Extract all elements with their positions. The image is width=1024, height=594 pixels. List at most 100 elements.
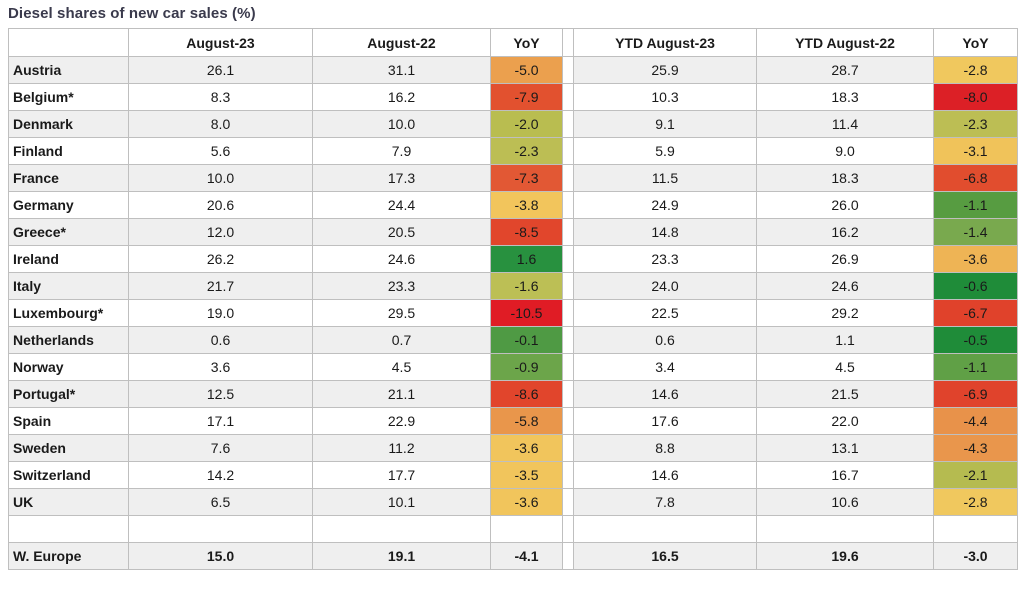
yoy-ytd-cell: -6.7: [933, 299, 1018, 327]
ytd-august-22-cell: [756, 515, 934, 543]
ytd-august-22-cell: 24.6: [756, 272, 934, 300]
ytd-august-23-cell: 24.0: [573, 272, 757, 300]
country-cell: Luxembourg*: [8, 299, 129, 327]
header-ytd-august-23: YTD August-23: [573, 28, 757, 57]
yoy-month-cell: -2.0: [490, 110, 563, 138]
country-cell: Norway: [8, 353, 129, 381]
august-22-cell: 17.3: [312, 164, 491, 192]
ytd-august-23-cell: 9.1: [573, 110, 757, 138]
ytd-august-22-cell: 4.5: [756, 353, 934, 381]
table-row: Germany 20.6 24.4 -3.8 24.9 26.0 -1.1: [8, 191, 1018, 219]
spacer-cell: [562, 83, 574, 111]
august-22-cell: 24.4: [312, 191, 491, 219]
august-22-cell: 7.9: [312, 137, 491, 165]
yoy-ytd-cell: -8.0: [933, 83, 1018, 111]
august-22-cell: 11.2: [312, 434, 491, 462]
august-22-cell: 16.2: [312, 83, 491, 111]
table-row: Austria 26.1 31.1 -5.0 25.9 28.7 -2.8: [8, 56, 1018, 84]
ytd-august-23-cell: [573, 515, 757, 543]
country-cell: Netherlands: [8, 326, 129, 354]
ytd-august-22-cell: 26.0: [756, 191, 934, 219]
yoy-ytd-cell: -2.3: [933, 110, 1018, 138]
page-title: Diesel shares of new car sales (%): [8, 5, 256, 22]
august-23-cell: 0.6: [128, 326, 313, 354]
country-cell: UK: [8, 488, 129, 516]
spacer-cell: [562, 164, 574, 192]
august-23-cell: 7.6: [128, 434, 313, 462]
table-row: Switzerland 14.2 17.7 -3.5 14.6 16.7 -2.1: [8, 461, 1018, 489]
yoy-month-cell: -8.5: [490, 218, 563, 246]
august-22-cell: 0.7: [312, 326, 491, 354]
august-22-cell: 4.5: [312, 353, 491, 381]
ytd-august-22-cell: 26.9: [756, 245, 934, 273]
country-cell: France: [8, 164, 129, 192]
table-row: Norway 3.6 4.5 -0.9 3.4 4.5 -1.1: [8, 353, 1018, 381]
table-row: UK 6.5 10.1 -3.6 7.8 10.6 -2.8: [8, 488, 1018, 516]
table-row: Belgium* 8.3 16.2 -7.9 10.3 18.3 -8.0: [8, 83, 1018, 111]
august-23-cell: 5.6: [128, 137, 313, 165]
august-22-cell: [312, 515, 491, 543]
spacer-cell: [562, 515, 574, 543]
table-row: Netherlands 0.6 0.7 -0.1 0.6 1.1 -0.5: [8, 326, 1018, 354]
yoy-month-cell: -10.5: [490, 299, 563, 327]
august-23-cell: 8.0: [128, 110, 313, 138]
august-23-cell: 12.5: [128, 380, 313, 408]
ytd-august-23-cell: 24.9: [573, 191, 757, 219]
ytd-august-23-cell: 17.6: [573, 407, 757, 435]
country-cell: Austria: [8, 56, 129, 84]
yoy-month-cell: -1.6: [490, 272, 563, 300]
ytd-august-23-cell: 10.3: [573, 83, 757, 111]
header-row: August-23 August-22 YoY YTD August-23 YT…: [8, 28, 1018, 57]
ytd-august-22-cell: 13.1: [756, 434, 934, 462]
table-row: Greece* 12.0 20.5 -8.5 14.8 16.2 -1.4: [8, 218, 1018, 246]
spacer-cell: [562, 272, 574, 300]
yoy-ytd-cell: -3.6: [933, 245, 1018, 273]
ytd-august-23-cell: 14.6: [573, 380, 757, 408]
august-23-cell: 3.6: [128, 353, 313, 381]
spacer-cell: [562, 461, 574, 489]
august-23-cell: 6.5: [128, 488, 313, 516]
ytd-august-23-cell: 5.9: [573, 137, 757, 165]
country-cell: Spain: [8, 407, 129, 435]
yoy-ytd-cell: -4.4: [933, 407, 1018, 435]
country-cell: Germany: [8, 191, 129, 219]
ytd-august-22-cell: 16.7: [756, 461, 934, 489]
yoy-ytd-cell: -3.1: [933, 137, 1018, 165]
august-22-cell: 20.5: [312, 218, 491, 246]
header-yoy-ytd: YoY: [933, 28, 1018, 57]
header-ytd-august-22: YTD August-22: [756, 28, 934, 57]
yoy-month-cell: -7.3: [490, 164, 563, 192]
spacer-cell: [562, 407, 574, 435]
header-yoy-month: YoY: [490, 28, 563, 57]
august-23-cell: 20.6: [128, 191, 313, 219]
ytd-august-23-cell: 14.6: [573, 461, 757, 489]
august-22-cell: 31.1: [312, 56, 491, 84]
august-23-cell: 10.0: [128, 164, 313, 192]
diesel-shares-table: August-23 August-22 YoY YTD August-23 YT…: [8, 28, 1018, 570]
empty-row: [8, 515, 1018, 543]
ytd-august-22-cell: 10.6: [756, 488, 934, 516]
august-22-cell: 19.1: [312, 542, 491, 570]
country-cell: Finland: [8, 137, 129, 165]
country-cell: Ireland: [8, 245, 129, 273]
country-cell: Denmark: [8, 110, 129, 138]
ytd-august-23-cell: 25.9: [573, 56, 757, 84]
yoy-ytd-cell: -3.0: [933, 542, 1018, 570]
country-cell: [8, 515, 129, 543]
august-23-cell: 19.0: [128, 299, 313, 327]
spacer-cell: [562, 434, 574, 462]
ytd-august-22-cell: 16.2: [756, 218, 934, 246]
ytd-august-23-cell: 11.5: [573, 164, 757, 192]
header-august-22: August-22: [312, 28, 491, 57]
table-row: Spain 17.1 22.9 -5.8 17.6 22.0 -4.4: [8, 407, 1018, 435]
august-22-cell: 10.1: [312, 488, 491, 516]
august-22-cell: 21.1: [312, 380, 491, 408]
ytd-august-23-cell: 8.8: [573, 434, 757, 462]
spacer-cell: [562, 110, 574, 138]
spacer-cell: [562, 326, 574, 354]
august-22-cell: 10.0: [312, 110, 491, 138]
country-cell: Belgium*: [8, 83, 129, 111]
august-23-cell: 26.2: [128, 245, 313, 273]
august-22-cell: 24.6: [312, 245, 491, 273]
country-cell: Portugal*: [8, 380, 129, 408]
